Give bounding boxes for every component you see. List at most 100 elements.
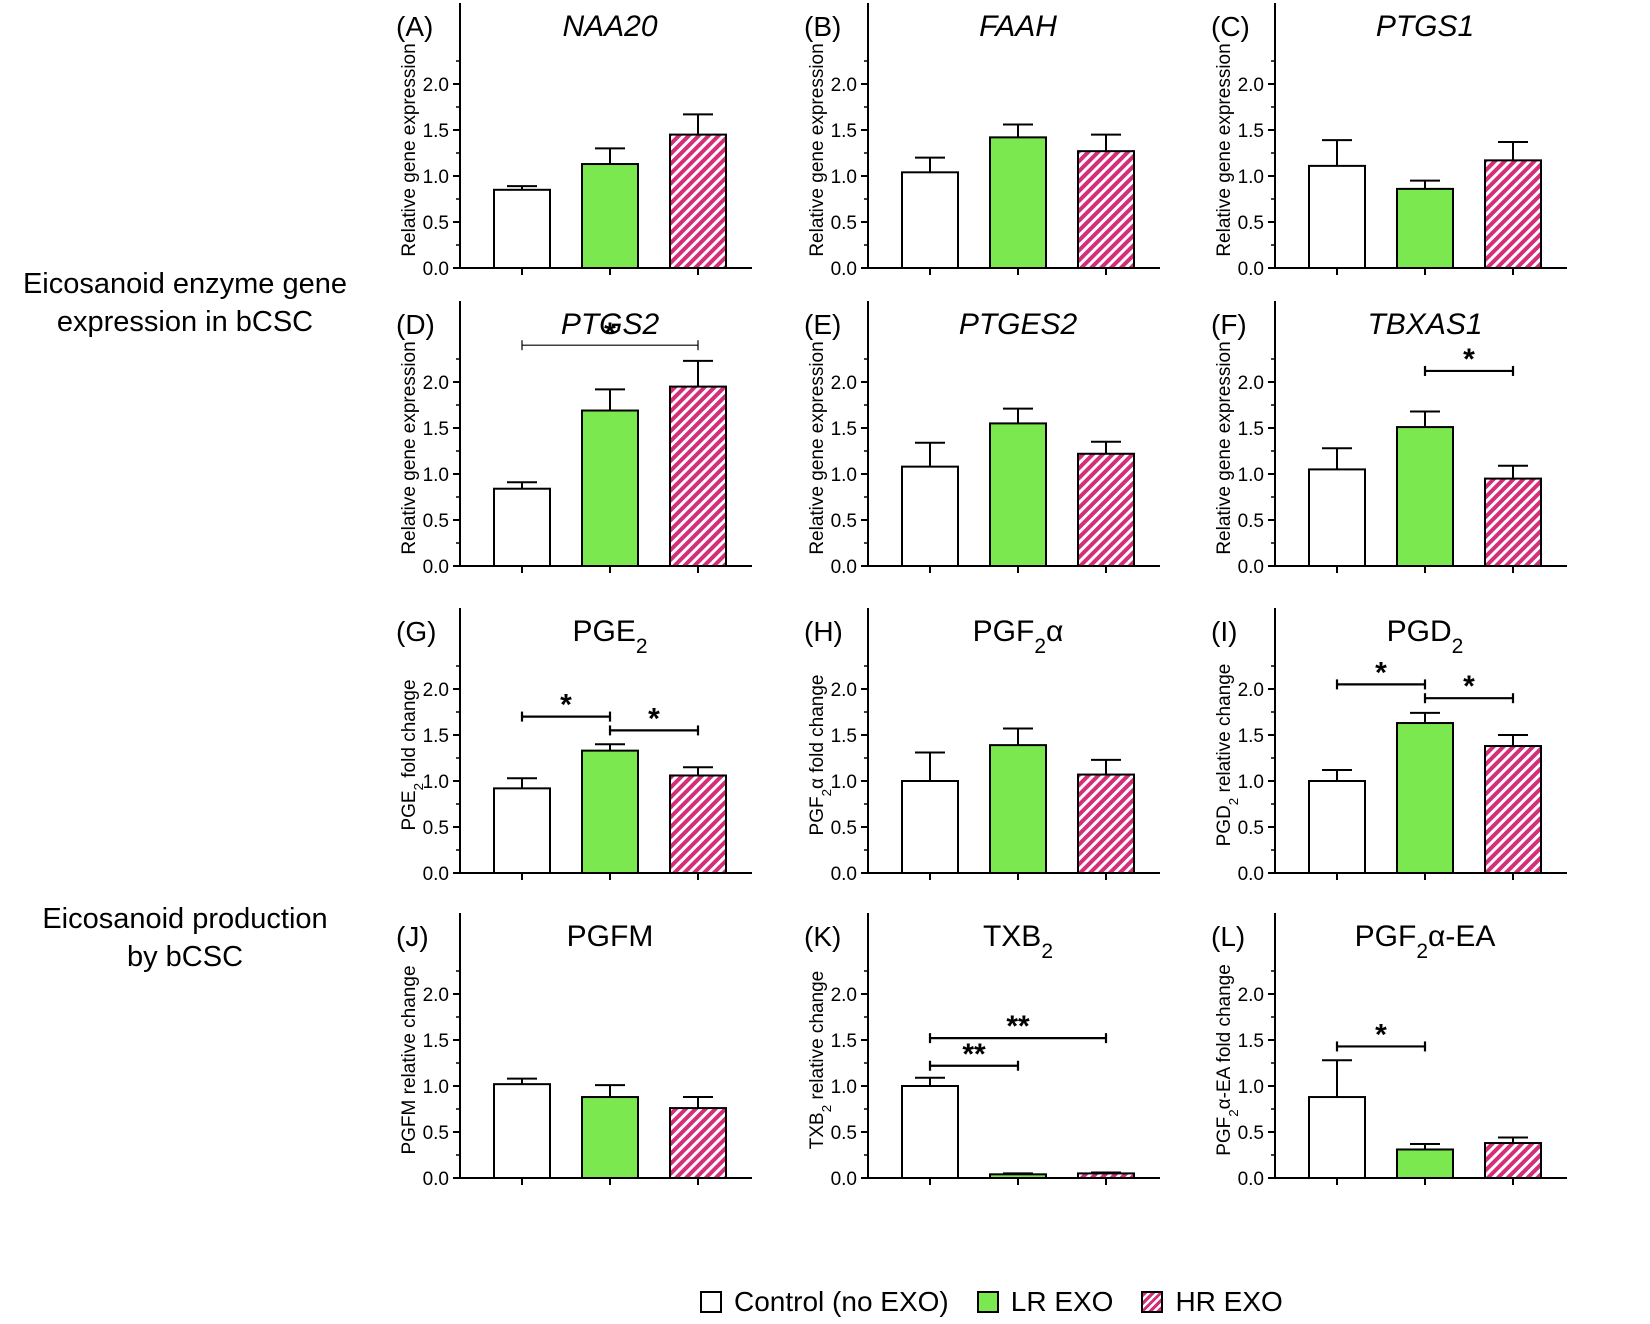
y-axis-label: Relative gene expression (807, 341, 828, 554)
y-axis-label: PGF2α fold change (807, 675, 834, 836)
y-tick-label: 0.5 (831, 1123, 857, 1144)
y-tick-label: 1.5 (1238, 726, 1264, 747)
y-tick-label: 0.5 (831, 511, 857, 532)
legend-item-control: Control (no EXO) (700, 1286, 949, 1318)
y-axis-label: Relative gene expression (1214, 341, 1235, 554)
y-tick-label: 0.5 (831, 818, 857, 839)
bar-hr (669, 1107, 727, 1179)
y-tick-label: 2.0 (423, 680, 449, 701)
y-tick-label: 2.0 (1238, 985, 1264, 1006)
y-tick-label: 1.0 (1238, 1077, 1264, 1098)
y-tick-label: 1.5 (423, 121, 449, 142)
y-tick-label: 1.5 (831, 419, 857, 440)
y-tick-label: 0.0 (423, 557, 449, 578)
y-tick-label: 2.0 (831, 373, 857, 394)
panel-title: NAA20 (562, 10, 657, 43)
y-tick-label: 0.0 (831, 1169, 857, 1190)
y-axis-label: PGE2 fold change (399, 679, 426, 830)
bar-control (493, 487, 551, 567)
y-tick-label: 0.0 (1238, 557, 1264, 578)
y-tick-label: 1.5 (423, 726, 449, 747)
row-label-gene-expression: Eicosanoid enzyme gene expression in bCS… (0, 265, 370, 341)
legend-swatch-hr (1141, 1291, 1164, 1313)
bar-lr (989, 422, 1047, 567)
y-tick-label: 2.0 (831, 985, 857, 1006)
panel-title: FAAH (979, 10, 1057, 43)
y-axis-label: Relative gene expression (1214, 43, 1235, 256)
legend-swatch-control (700, 1291, 722, 1313)
y-tick-label: 0.0 (423, 864, 449, 885)
panel-title: PTGS2 (561, 308, 660, 341)
y-tick-label: 0.0 (1238, 864, 1264, 885)
bar-control (1308, 468, 1366, 567)
sig-label: * (1463, 343, 1475, 376)
y-tick-label: 0.0 (1238, 1169, 1264, 1190)
y-tick-label: 2.0 (831, 680, 857, 701)
bar-lr (1396, 722, 1454, 874)
bar-control (1308, 780, 1366, 874)
y-tick-label: 2.0 (831, 75, 857, 96)
bar-control (901, 171, 959, 270)
y-tick-label: 1.0 (1238, 167, 1264, 188)
bar-hr (669, 133, 727, 269)
legend-item-hr: HR EXO (1141, 1286, 1283, 1318)
y-tick-label: 0.5 (423, 213, 449, 234)
panel-letter: (K) (804, 921, 841, 952)
panel-letter: (D) (396, 309, 435, 340)
y-tick-label: 1.5 (423, 1031, 449, 1052)
y-tick-label: 2.0 (1238, 680, 1264, 701)
panel-title: PGE2 (572, 615, 647, 658)
y-tick-label: 1.5 (423, 419, 449, 440)
y-tick-label: 1.5 (831, 1031, 857, 1052)
y-tick-label: 2.0 (1238, 75, 1264, 96)
y-tick-label: 1.0 (423, 1077, 449, 1098)
y-tick-label: 1.0 (423, 772, 449, 793)
y-tick-label: 1.0 (1238, 772, 1264, 793)
y-tick-label: 0.0 (423, 1169, 449, 1190)
y-axis-label: PGD2 relative change (1214, 664, 1241, 847)
sig-label: * (648, 702, 660, 735)
y-tick-label: 1.0 (423, 167, 449, 188)
y-tick-label: 0.5 (1238, 1123, 1264, 1144)
bar-hr (1077, 150, 1135, 269)
y-tick-label: 0.0 (1238, 259, 1264, 280)
bar-control (493, 1083, 551, 1180)
legend: Control (no EXO) LR EXO HR EXO (700, 1282, 1311, 1322)
sig-label: * (1375, 1018, 1387, 1051)
y-tick-label: 2.0 (423, 75, 449, 96)
panel-title: PGD2 (1387, 615, 1464, 658)
panel-letter: (C) (1211, 11, 1250, 42)
sig-label: ** (962, 1038, 986, 1071)
bar-control (1308, 164, 1366, 270)
bar-hr (1484, 1142, 1542, 1180)
legend-swatch-lr (976, 1291, 999, 1313)
panel-letter: (G) (396, 616, 436, 647)
y-tick-label: 0.5 (1238, 213, 1264, 234)
row-label-line: expression in bCSC (56, 306, 314, 338)
panel-letter: (E) (804, 309, 841, 340)
bar-lr (989, 744, 1047, 874)
bar-lr (581, 1096, 639, 1180)
bar-hr (669, 774, 727, 874)
bar-control (901, 1085, 959, 1179)
bar-hr (1077, 452, 1135, 568)
bar-control (1308, 1096, 1366, 1180)
bar-hr (669, 385, 727, 567)
panel-title: PGF2α-EA (1355, 920, 1496, 963)
y-tick-label: 1.0 (423, 465, 449, 486)
bar-lr (989, 1173, 1047, 1179)
y-tick-label: 0.0 (831, 864, 857, 885)
y-tick-label: 2.0 (423, 373, 449, 394)
panel-letter: (F) (1211, 309, 1247, 340)
panel-title: PGFM (567, 920, 654, 953)
y-tick-label: 1.5 (1238, 121, 1264, 142)
y-axis-label: Relative gene expression (399, 43, 420, 256)
panel-title: PTGS1 (1376, 10, 1474, 43)
bar-lr (581, 163, 639, 269)
